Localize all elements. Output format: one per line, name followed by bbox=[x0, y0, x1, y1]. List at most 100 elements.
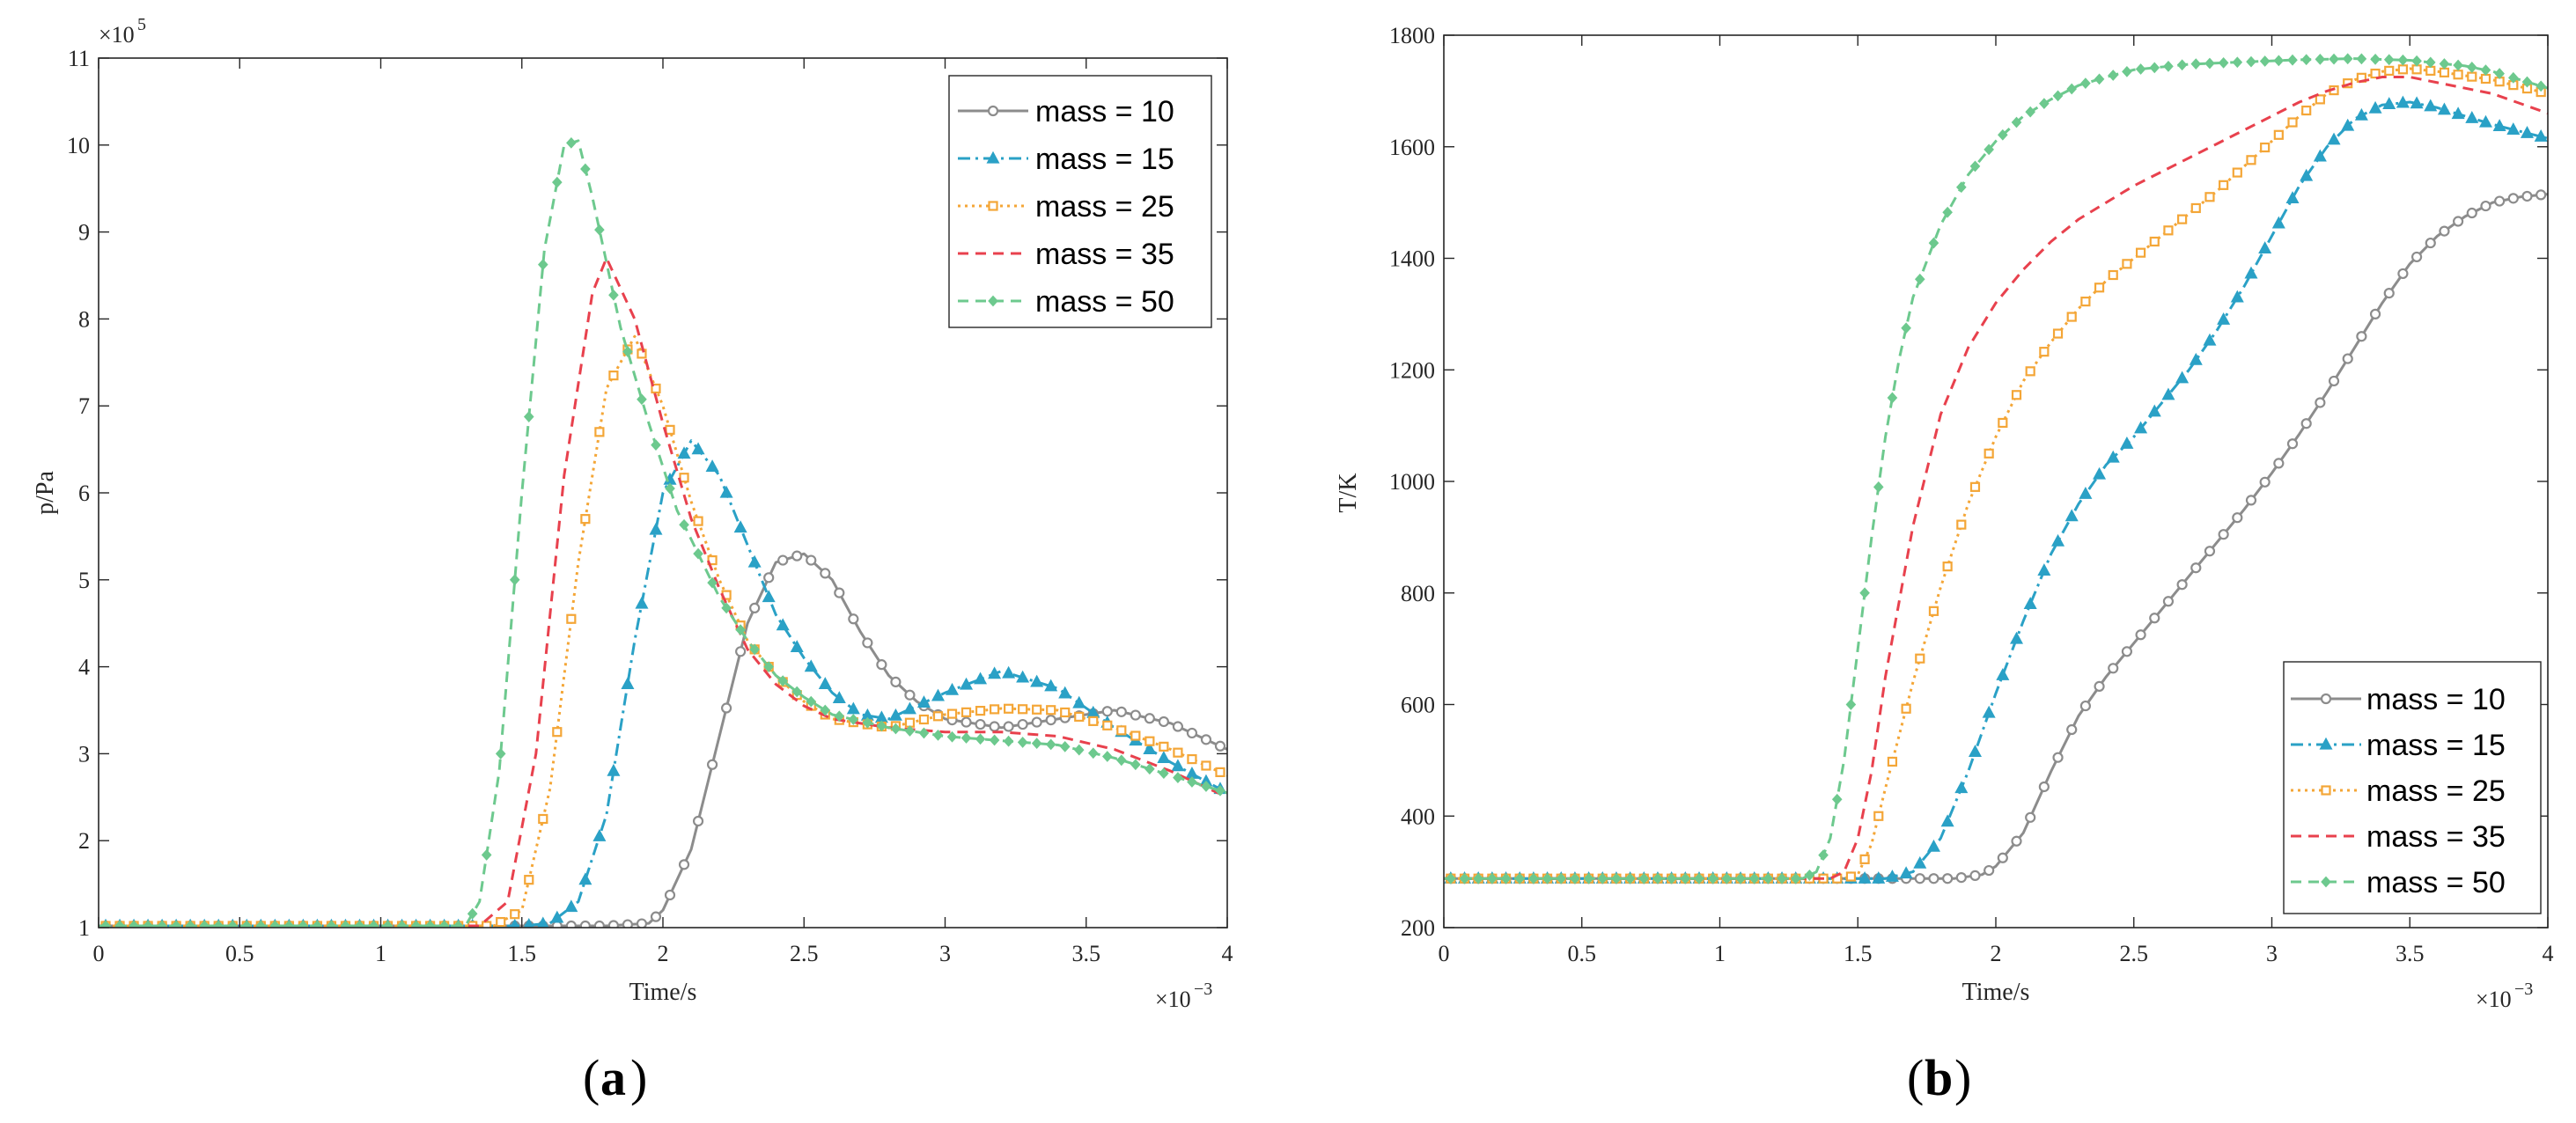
panel-b-series-marker-0 bbox=[2397, 268, 2409, 280]
panel-b-series-marker-0 bbox=[2507, 193, 2519, 204]
panel-b-series-marker-1 bbox=[2410, 96, 2424, 109]
panel-a-series-marker-4 bbox=[241, 920, 253, 928]
panel-b-series-marker-1 bbox=[2203, 333, 2217, 346]
panel-b-series-marker-4 bbox=[1735, 872, 1746, 884]
panel-a-series-marker-2 bbox=[1018, 704, 1028, 715]
panel-a-series-line-1 bbox=[99, 439, 1227, 928]
panel-a-series-marker-1 bbox=[719, 485, 733, 498]
panel-b-series-marker-2 bbox=[2370, 68, 2381, 79]
panel-a-series-marker-4 bbox=[453, 920, 464, 928]
panel-b-series-marker-4 bbox=[2466, 62, 2477, 73]
panel-a-ytick-label: 11 bbox=[68, 46, 90, 71]
panel-a-series-marker-0 bbox=[735, 646, 747, 657]
panel-a-series-marker-0 bbox=[579, 920, 591, 928]
panel-b-series-marker-0 bbox=[1914, 873, 1925, 884]
panel-a-series-marker-1 bbox=[846, 701, 860, 715]
panel-b-series-marker-0 bbox=[2176, 579, 2188, 591]
panel-a-series-marker-4 bbox=[410, 920, 422, 928]
panel-b-series-marker-1 bbox=[2037, 563, 2051, 576]
panel-a-series-marker-0 bbox=[862, 637, 873, 649]
panel-a-series-marker-0 bbox=[975, 718, 986, 730]
panel-a-series-marker-1 bbox=[1143, 742, 1157, 755]
panel-b-series-marker-2 bbox=[1998, 417, 2008, 429]
panel-a-series-marker-0 bbox=[820, 568, 831, 579]
panel-b-series-marker-0 bbox=[2369, 308, 2381, 319]
panel-a-xtick-label: 2.5 bbox=[790, 941, 819, 966]
panel-a-series-marker-4 bbox=[1187, 776, 1197, 788]
panel-b-series-marker-2 bbox=[1873, 811, 1884, 821]
panel-a-series-marker-2 bbox=[1046, 705, 1056, 716]
panel-b-xtick-label: 0.5 bbox=[1568, 941, 1597, 966]
panel-b-series-marker-4 bbox=[1611, 872, 1622, 884]
panel-b-series-marker-4 bbox=[1597, 872, 1608, 884]
legend-swatch-4 bbox=[958, 295, 1028, 307]
panel-b-series-marker-2 bbox=[2039, 347, 2050, 357]
panel-a-series-marker-1 bbox=[1044, 679, 1058, 692]
legend-swatch-0 bbox=[2291, 693, 2361, 705]
panel-a-xtick-label: 1 bbox=[375, 941, 386, 966]
panel-b-series-marker-4 bbox=[1887, 392, 1898, 404]
panel-b-series-marker-2 bbox=[2204, 192, 2215, 202]
panel-a-series-marker-0 bbox=[664, 889, 676, 901]
panel-b-series-marker-4 bbox=[1790, 872, 1801, 884]
panel-a-ytick-label: 7 bbox=[78, 393, 90, 419]
panel-a-series-marker-1 bbox=[1157, 751, 1171, 763]
panel-a-curves bbox=[99, 136, 1227, 928]
panel-b-series-marker-1 bbox=[1885, 870, 1899, 882]
panel-a-legend-label-3: mass = 35 bbox=[1035, 238, 1174, 271]
panel-b-xlabel: Time/s bbox=[1962, 979, 2030, 1006]
panel-a-series-marker-1 bbox=[649, 522, 663, 535]
panel-a-series-marker-1 bbox=[988, 666, 1002, 679]
panel-a-series-marker-0 bbox=[1115, 706, 1127, 717]
legend-swatch-marker bbox=[2321, 876, 2331, 888]
panel-b-xtick-label: 1 bbox=[1714, 941, 1726, 966]
panel-a-series-marker-4 bbox=[495, 748, 506, 760]
panel-b-series-marker-4 bbox=[2521, 76, 2533, 88]
panel-b-series-marker-0 bbox=[2286, 438, 2299, 450]
panel-a-series-marker-2 bbox=[1102, 720, 1113, 730]
panel-b-series-marker-2 bbox=[2149, 236, 2160, 247]
panel-b-series-marker-4 bbox=[2052, 90, 2064, 102]
panel-b-series-marker-1 bbox=[2341, 118, 2355, 131]
panel-b-series-marker-4 bbox=[1763, 872, 1774, 884]
panel-b-series-3 bbox=[1444, 76, 2548, 880]
panel-b-series-marker-2 bbox=[2301, 105, 2312, 116]
panel-a-series-marker-0 bbox=[1186, 727, 1198, 739]
panel-b-series-marker-0 bbox=[2536, 189, 2547, 201]
panel-a-series-marker-2 bbox=[580, 514, 591, 525]
panel-b-series-marker-1 bbox=[1913, 855, 1927, 869]
panel-a-caption: ( a ) bbox=[583, 1049, 647, 1106]
panel-b-series-marker-0 bbox=[2190, 562, 2202, 574]
panel-b-series-marker-0 bbox=[2356, 331, 2367, 342]
panel-a-ytick-label: 1 bbox=[78, 915, 90, 941]
panel-b-series-marker-1 bbox=[1858, 870, 1872, 884]
panel-a-series-marker-4 bbox=[552, 176, 563, 188]
panel-a-series-marker-4 bbox=[975, 733, 986, 745]
panel-a-series-marker-4 bbox=[523, 411, 534, 422]
panel-a-series-marker-1 bbox=[523, 918, 534, 928]
panel-a-series-marker-2 bbox=[918, 714, 930, 725]
panel-b-legend-entry-2: mass = 25 bbox=[2291, 774, 2506, 808]
panel-a-xtick-label: 0 bbox=[93, 941, 105, 966]
panel-b-series-marker-4 bbox=[1942, 206, 1953, 218]
panel-b-series-marker-1 bbox=[2064, 509, 2079, 522]
panel-a-series-marker-2 bbox=[552, 727, 563, 738]
panel-b-series-marker-2 bbox=[2246, 155, 2256, 165]
panel-a-series-marker-2 bbox=[932, 711, 944, 722]
panel-b-series-marker-4 bbox=[2356, 53, 2367, 65]
panel-b-series-marker-4 bbox=[2039, 98, 2050, 110]
panel-a-series-marker-4 bbox=[932, 730, 944, 741]
panel-b-ytick-label: 1200 bbox=[1389, 357, 1435, 383]
panel-b-series-marker-4 bbox=[2066, 83, 2078, 95]
panel-a-series-marker-4 bbox=[989, 734, 1000, 746]
legend-swatch-4 bbox=[2291, 876, 2361, 888]
panel-b-series-marker-1 bbox=[2478, 114, 2492, 128]
panel-b-xtick-label: 0 bbox=[1439, 941, 1450, 966]
panel-b-series-marker-4 bbox=[1928, 237, 1939, 249]
panel-a-series-marker-0 bbox=[890, 676, 902, 687]
panel-b-series-marker-1 bbox=[2451, 106, 2465, 120]
panel-a-series-marker-1 bbox=[550, 910, 564, 923]
panel-b-series-marker-2 bbox=[2135, 247, 2146, 258]
panel-a-series-marker-0 bbox=[848, 613, 859, 625]
panel-a-series-marker-4 bbox=[918, 727, 930, 739]
